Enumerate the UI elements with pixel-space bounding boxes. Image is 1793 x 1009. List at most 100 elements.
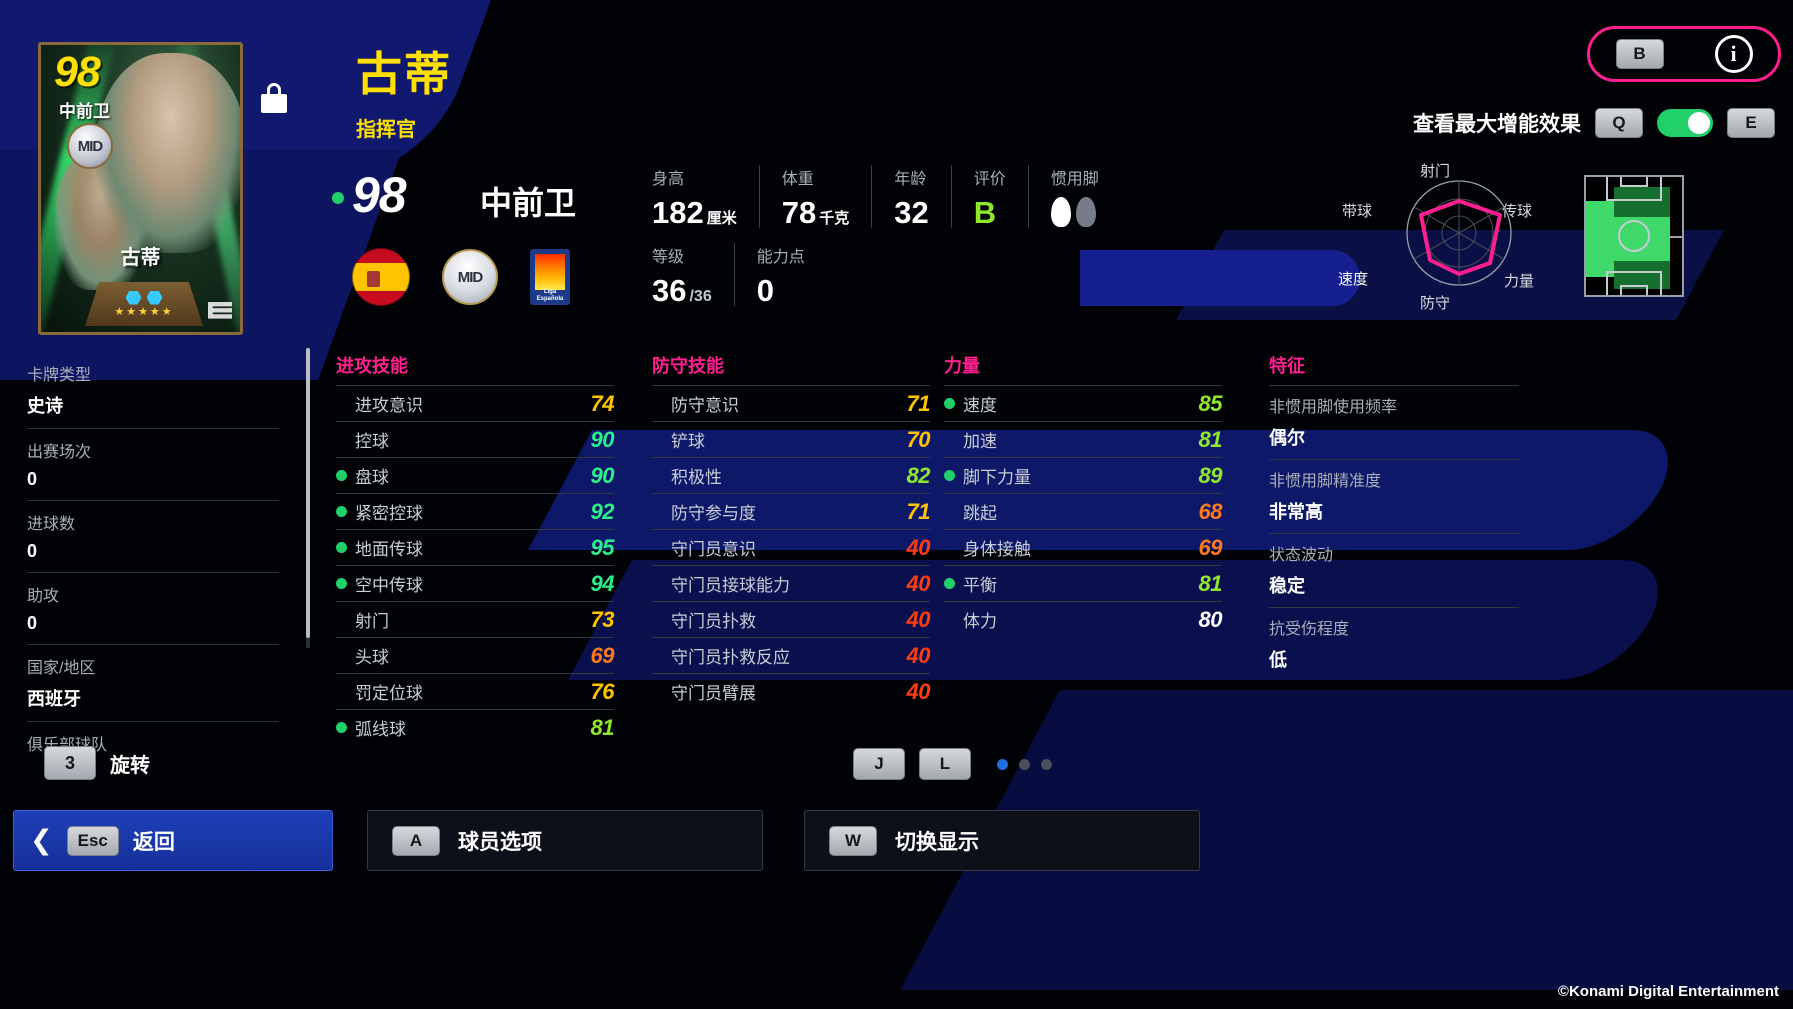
stat-row[interactable]: 空中传球 94: [336, 565, 615, 601]
stat-row[interactable]: 守门员扑救反应 40: [652, 637, 931, 673]
stat-row[interactable]: 铲球 70: [652, 421, 931, 457]
card-stars: ★★★★★: [114, 305, 174, 318]
toggle-display-key[interactable]: W: [829, 825, 877, 856]
player-card[interactable]: 98 中前卫 MID 古蒂 ★★★★★: [38, 42, 243, 335]
boost-prev-key-button[interactable]: Q: [1595, 108, 1643, 138]
stat-dot-placeholder: [652, 470, 663, 481]
vital-grade-value: B: [973, 195, 997, 230]
page-dots[interactable]: [997, 758, 1052, 770]
stat-row[interactable]: 防守参与度 71: [652, 493, 931, 529]
vital-level-label: 等级: [652, 249, 685, 266]
vital-level-value: 36/36: [652, 273, 712, 308]
info-value-appearances: 0: [27, 469, 38, 489]
stat-dot-placeholder: [652, 434, 663, 445]
stat-name: 控球: [355, 432, 389, 451]
stat-dot-placeholder: [652, 686, 663, 697]
boost-dot-icon: [944, 470, 955, 481]
stat-row[interactable]: 体力 80: [944, 601, 1223, 637]
stat-row[interactable]: 身体接触 69: [944, 529, 1223, 565]
trait-row: 状态波动 稳定: [1269, 533, 1519, 607]
stat-row[interactable]: 速度 85: [944, 385, 1223, 421]
stat-dot-placeholder: [336, 398, 347, 409]
player-options-key[interactable]: A: [392, 825, 440, 856]
stat-row[interactable]: 守门员臂展 40: [652, 673, 931, 709]
stat-row[interactable]: 盘球 90: [336, 457, 615, 493]
pitch-penalty-box-bottom: [1606, 271, 1662, 295]
stat-name: 守门员扑救反应: [671, 648, 790, 667]
trait-name: 非惯用脚使用频率: [1269, 399, 1398, 416]
page-next-key-button[interactable]: L: [919, 748, 971, 780]
stat-name: 体力: [963, 612, 997, 631]
player-position: 中前卫: [480, 185, 577, 221]
pitch-zone-left-upper: [1586, 201, 1614, 239]
stat-row[interactable]: 跳起 68: [944, 493, 1223, 529]
back-esc-key[interactable]: Esc: [66, 825, 119, 856]
stat-row[interactable]: 平衡 81: [944, 565, 1223, 601]
stat-row[interactable]: 守门员接球能力 40: [652, 565, 931, 601]
trait-name: 抗受伤程度: [1269, 621, 1350, 638]
footedness-icon: [1050, 197, 1099, 227]
pitch-penalty-box-top: [1606, 177, 1662, 201]
info-row-appearances: 出赛场次 0: [27, 429, 279, 501]
stat-row[interactable]: 地面传球 95: [336, 529, 615, 565]
page-navigation: J L: [853, 748, 1052, 780]
trait-name: 状态波动: [1269, 547, 1334, 564]
player-options-button[interactable]: A 球员选项: [367, 810, 763, 871]
page-dot-2: [1019, 758, 1030, 770]
stat-dot-placeholder: [336, 614, 347, 625]
stats-scrollbar-thumb[interactable]: [306, 348, 310, 638]
defense-skills-title: 防守技能: [652, 356, 724, 376]
toggle-display-button[interactable]: W 切换显示: [804, 810, 1200, 871]
back-button[interactable]: ❮ Esc 返回: [13, 810, 333, 871]
stat-row[interactable]: 脚下力量 89: [944, 457, 1223, 493]
defense-skills-rows: 防守意识 71 铲球 70 积极性 82 防守参与度 71 守门员意识 40 守门员接球能力 40 守门…: [652, 385, 931, 709]
stat-row[interactable]: 加速 81: [944, 421, 1223, 457]
stat-row[interactable]: 防守意识 71: [652, 385, 931, 421]
max-boost-label: 查看最大增能效果: [1413, 113, 1581, 136]
stat-dot-placeholder: [336, 434, 347, 445]
stat-row[interactable]: 进攻意识 74: [336, 385, 615, 421]
stat-name: 进攻意识: [355, 396, 423, 415]
stat-row[interactable]: 守门员意识 40: [652, 529, 931, 565]
stat-row[interactable]: 控球 90: [336, 421, 615, 457]
stat-value: 40: [906, 534, 931, 560]
stat-name: 身体接触: [963, 540, 1031, 559]
back-key-button[interactable]: B: [1615, 39, 1664, 69]
vital-weight: 体重 78 千克: [782, 165, 873, 228]
stat-row[interactable]: 射门 73: [336, 601, 615, 637]
stat-dot-placeholder: [944, 506, 955, 517]
card-info-panel: 卡牌类型 史诗 出赛场次 0 进球数 0 助攻 0 国家/地区 西班牙 俱乐部球…: [27, 352, 279, 772]
boost-dot-icon: [336, 470, 347, 481]
spain-flag-icon: [352, 248, 410, 306]
defense-skills-column: 防守技能 防守意识 71 铲球 70 积极性 82 防守参与度 71 守门员意识 40 守门员接球能…: [652, 352, 931, 709]
stat-value: 81: [1198, 570, 1223, 596]
stat-row[interactable]: 弧线球 81: [336, 709, 615, 745]
boost-dot-icon: [336, 542, 347, 553]
stat-name: 盘球: [355, 468, 389, 487]
stat-row[interactable]: 罚定位球 76: [336, 673, 615, 709]
stat-dot-placeholder: [944, 614, 955, 625]
info-icon[interactable]: i: [1714, 35, 1753, 73]
stat-name: 紧密控球: [355, 504, 423, 523]
stat-name: 弧线球: [355, 720, 406, 739]
page-prev-key-button[interactable]: J: [853, 748, 905, 780]
stat-row[interactable]: 积极性 82: [652, 457, 931, 493]
stat-row[interactable]: 头球 69: [336, 637, 615, 673]
max-boost-toggle[interactable]: [1657, 109, 1713, 137]
vital-height: 身高 182 厘米: [652, 165, 760, 228]
stat-name: 积极性: [671, 468, 722, 487]
pitch-zone-left-lower: [1586, 239, 1614, 277]
trait-value: 低: [1269, 650, 1287, 670]
stat-row[interactable]: 紧密控球 92: [336, 493, 615, 529]
trait-row: 非惯用脚使用频率 偶尔: [1269, 385, 1519, 459]
stat-row[interactable]: 守门员扑救 40: [652, 601, 931, 637]
rotate-hint[interactable]: 3 旋转: [44, 746, 150, 780]
chevron-left-icon: ❮: [30, 825, 53, 855]
rotate-key-button[interactable]: 3: [44, 746, 96, 780]
boost-next-key-button[interactable]: E: [1727, 108, 1775, 138]
stat-name: 防守意识: [671, 396, 739, 415]
player-options-label: 球员选项: [458, 830, 542, 854]
radar-label-speed: 速度: [1338, 271, 1369, 288]
vital-grade-label: 评价: [973, 171, 1006, 188]
league-badge-icon: Liga Española: [530, 249, 570, 305]
